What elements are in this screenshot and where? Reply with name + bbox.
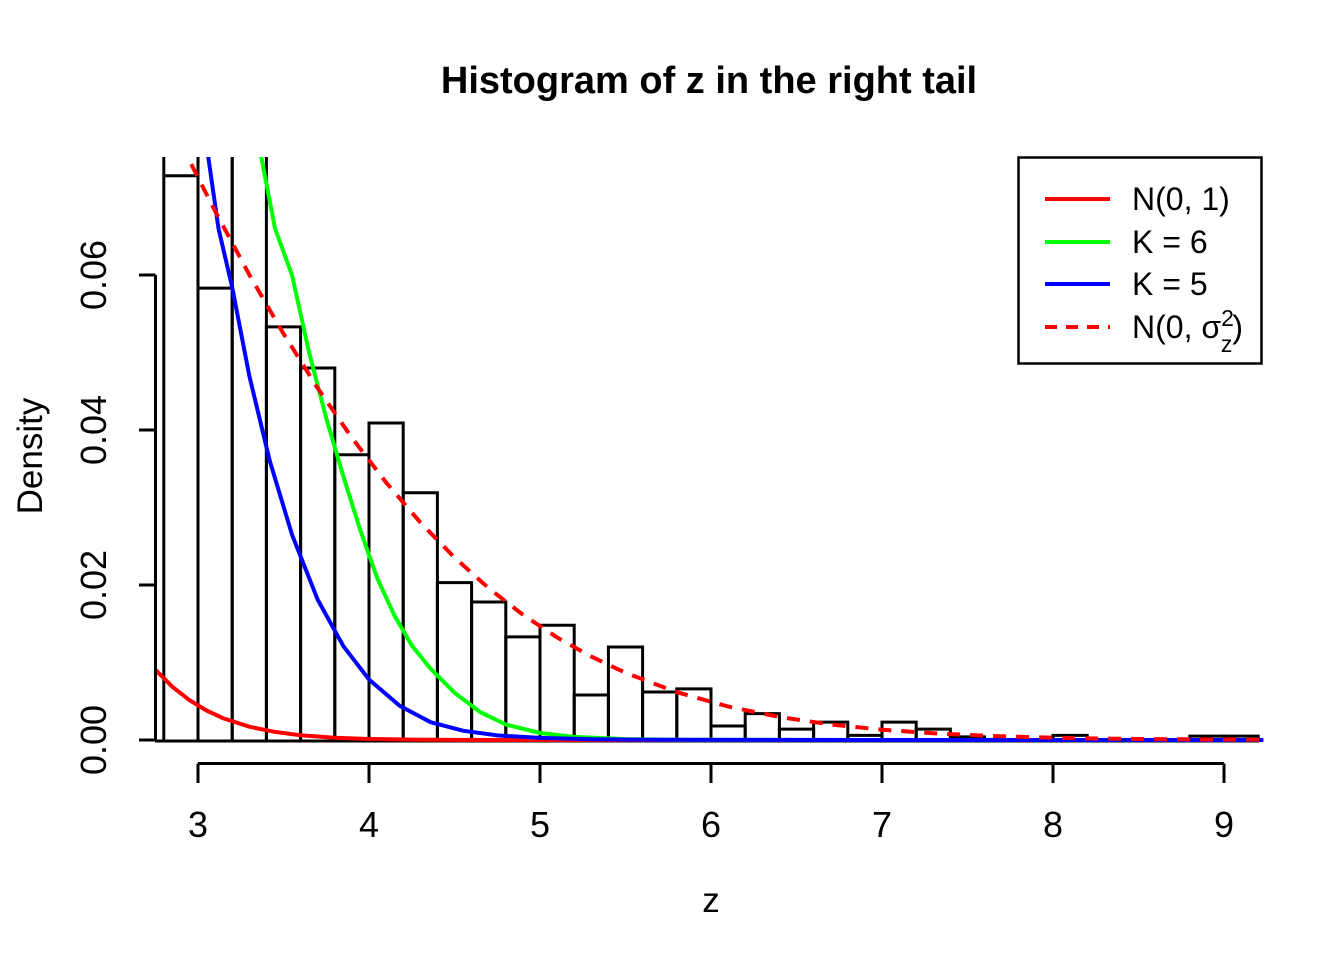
x-tick-label: 4 <box>359 804 379 845</box>
y-tick-label: 0.00 <box>73 705 114 775</box>
histogram-bar-fill <box>403 492 438 741</box>
x-tick-label: 6 <box>701 804 721 845</box>
legend-n0sigma-prefix: N(0, <box>1132 309 1201 345</box>
k5-curve <box>206 157 1264 742</box>
histogram-bar-fill <box>882 722 917 741</box>
histogram-bar-fill <box>676 688 711 741</box>
histogram-bar <box>538 623 576 741</box>
histogram-bar-fill <box>711 726 746 741</box>
legend-n0sigma-sub: z <box>1221 331 1233 357</box>
y-tick-label: 0.02 <box>73 550 114 620</box>
histogram-bar-fill <box>540 625 575 741</box>
legend-label-n01: N(0, 1) <box>1132 181 1230 217</box>
legend-box <box>1017 156 1263 365</box>
histogram-bar-fill <box>505 636 540 741</box>
legend-n0sigma-sup: 2 <box>1221 305 1234 331</box>
histogram-bar-fill <box>163 157 198 741</box>
histogram-bar-fill <box>232 157 267 741</box>
histogram-bar-fill <box>266 326 301 741</box>
histogram-bar <box>812 720 850 741</box>
histogram-bar-fill <box>198 157 233 741</box>
histogram-bar <box>743 712 781 741</box>
legend-label-k6: K = 6 <box>1132 224 1208 260</box>
histogram-bar-fill <box>437 582 472 741</box>
legend-line-samples <box>1045 197 1110 329</box>
x-tick-label: 8 <box>1043 804 1063 845</box>
histogram-bar <box>675 687 713 741</box>
legend-n0sigma-sigma: σ <box>1201 309 1221 345</box>
legend: N(0, 1) K = 6 K = 5 N(0, σ2 z) <box>1017 156 1263 365</box>
legend-label-k5: K = 5 <box>1132 266 1208 302</box>
y-axis: 0.00 0.02 0.04 0.06 <box>73 240 157 775</box>
legend-label-n0sigma: N(0, σ2 z) <box>1132 305 1243 357</box>
y-tick-label: 0.04 <box>73 395 114 465</box>
density-curves-layer <box>153 157 1264 742</box>
legend-n0sigma-close: ) <box>1232 309 1243 345</box>
histogram-bar-fill <box>779 729 814 741</box>
x-axis-label: z <box>702 881 720 920</box>
plot-title: Histogram of z in the right tail <box>441 60 977 102</box>
x-tick-label: 5 <box>530 804 550 845</box>
y-tick-label: 0.06 <box>73 240 114 310</box>
histogram-bar-fill <box>574 695 609 741</box>
x-axis: 3 4 5 6 7 8 9 <box>188 762 1234 845</box>
x-tick-label: 3 <box>188 804 208 845</box>
x-tick-label: 9 <box>1214 804 1234 845</box>
y-axis-label: Density <box>11 397 50 514</box>
histogram-bar-fill <box>642 691 677 741</box>
x-tick-label: 7 <box>872 804 892 845</box>
histogram-bar-fill <box>369 423 404 741</box>
histogram-bar-fill <box>608 647 643 741</box>
histogram-bar-fill <box>745 713 780 741</box>
